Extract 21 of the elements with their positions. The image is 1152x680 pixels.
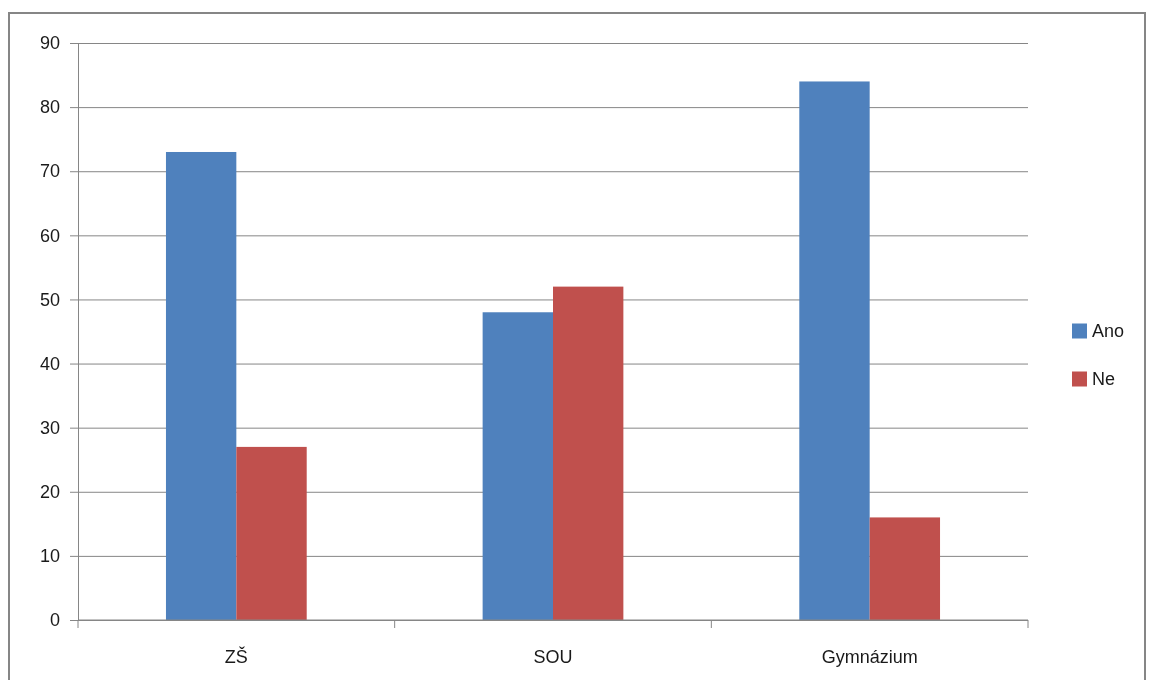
y-tick-label: 40 bbox=[39, 353, 60, 374]
bar bbox=[869, 517, 941, 620]
legend-label: Ne bbox=[1092, 368, 1116, 389]
bar bbox=[165, 151, 237, 620]
bar bbox=[553, 286, 624, 620]
y-tick-label: 30 bbox=[39, 417, 60, 438]
y-tick-label: 20 bbox=[39, 482, 60, 503]
y-tick-label: 10 bbox=[39, 546, 60, 567]
y-tick-label: 50 bbox=[39, 289, 60, 310]
y-tick-label: 70 bbox=[39, 161, 60, 182]
y-tick-label: 80 bbox=[39, 97, 60, 118]
y-tick-label: 90 bbox=[39, 33, 60, 54]
bar bbox=[799, 81, 870, 620]
bar bbox=[236, 446, 307, 620]
x-tick-label: Gymnázium bbox=[821, 646, 918, 667]
y-tick-label: 60 bbox=[39, 225, 60, 246]
x-tick-label: SOU bbox=[533, 646, 573, 667]
y-tick-label: 0 bbox=[49, 610, 60, 631]
bar bbox=[482, 312, 553, 620]
legend-label: Ano bbox=[1092, 320, 1125, 341]
x-tick-label: ZŠ bbox=[224, 645, 248, 667]
